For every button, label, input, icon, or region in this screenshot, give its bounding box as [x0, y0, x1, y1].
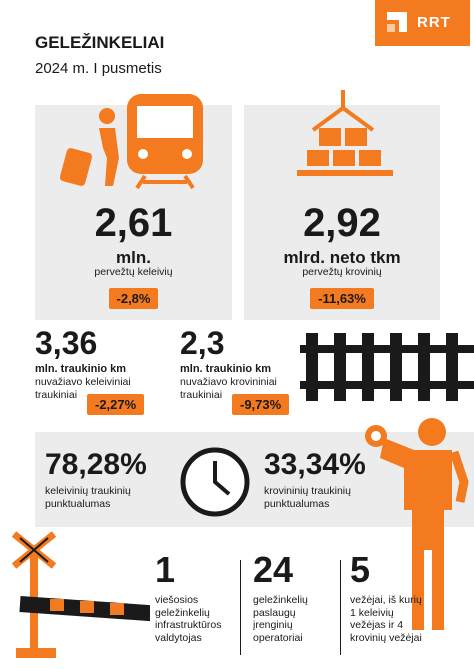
rails-icon — [300, 333, 474, 401]
market-0-value: 1 — [155, 549, 176, 590]
passenger-train-km-unit: mln. traukinio km — [35, 363, 127, 375]
freight-change: -11,63% — [310, 288, 374, 309]
freight-train-km-unit: mln. traukinio km — [180, 363, 272, 375]
train-icon — [59, 94, 203, 190]
passenger-train-km-value: 3,36 — [35, 325, 98, 361]
logo-text: RRT — [417, 14, 451, 31]
freight-punctuality-value: 33,34% — [264, 448, 366, 481]
divider — [340, 560, 341, 655]
crane-cargo-icon — [297, 90, 393, 176]
passengers-unit: mln. — [116, 248, 151, 267]
passenger-punctuality-value: 78,28% — [45, 448, 147, 481]
market-1-value: 24 — [253, 549, 294, 590]
logo-box: RRT — [375, 0, 470, 46]
logo-icon — [387, 12, 407, 32]
market-0-desc: viešosios geležinkelių infrastruktūros v… — [155, 594, 222, 644]
freight-panel — [244, 105, 440, 320]
clock-icon — [180, 447, 250, 517]
market-1-desc: geležinkelių paslaugų įrenginių operator… — [253, 594, 308, 644]
passengers-desc: pervežtų keleivių — [94, 266, 173, 278]
passenger-train-km-change: -2,27% — [87, 394, 145, 415]
signalman-icon — [365, 418, 469, 630]
freight-train-km-value: 2,3 — [180, 325, 225, 361]
passengers-value: 2,61 — [94, 201, 173, 245]
freight-train-km-change: -9,73% — [232, 394, 290, 415]
freight-unit: mlrd. neto tkm — [283, 248, 401, 267]
market-2-value: 5 — [350, 549, 371, 590]
crossing-icon — [11, 531, 150, 658]
divider — [240, 560, 241, 655]
passenger-train-km-desc: nuvažiavo keleiviniai traukiniai — [35, 376, 131, 401]
subtitle: 2024 m. I pusmetis — [35, 60, 162, 77]
market-2-desc: vežėjai, iš kurių 1 keleivių vežėjas ir … — [350, 594, 422, 644]
freight-desc: pervežtų krovinių — [302, 266, 382, 278]
freight-value: 2,92 — [303, 201, 381, 245]
passengers-change: -2,8% — [108, 288, 159, 309]
freight-train-km-desc: nuvažiavo krovininiai traukiniai — [180, 376, 277, 401]
passenger-punctuality-desc: keleivinių traukinių punktualumas — [45, 485, 131, 510]
title: GELEŽINKELIAI — [35, 33, 165, 52]
freight-punctuality-desc: krovininių traukinių punktualumas — [264, 485, 351, 510]
